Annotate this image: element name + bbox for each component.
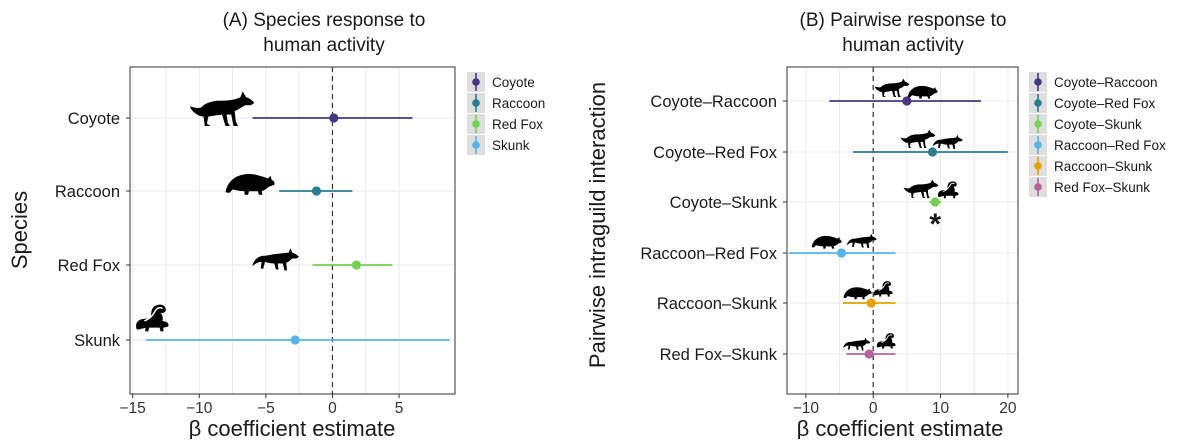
legend-key-point-coyote-red-fox [1034,99,1042,107]
y-tick-label-coyote: Coyote [68,110,120,128]
point-estimate-raccoon-red-fox [836,248,847,258]
y-tick-label-coyote-red-fox: Coyote–Red Fox [653,144,778,162]
legend-label-coyote: Coyote [492,75,535,90]
point-estimate-coyote-raccoon [902,96,912,106]
panel-b-title-line-1: (B) Pairwise response to [800,10,1007,31]
panel-b-y-axis-label: Pairwise intraguild interaction [585,82,610,368]
y-tick-label-raccoon-red-fox: Raccoon–Red Fox [640,245,777,263]
y-tick-label-coyote-skunk: Coyote–Skunk [670,194,778,212]
y-tick-label-raccoon-skunk: Raccoon–Skunk [657,295,778,313]
panel-b-x-tick-label-3: 20 [999,400,1017,417]
panel-b-title-line-2: human activity [842,35,964,56]
panel-a-x-tick-label-0: −15 [120,400,146,417]
legend-key-point-red-fox-skunk [1034,183,1042,191]
point-estimate-coyote [329,113,339,123]
legend-label-red-fox-skunk: Red Fox–Skunk [1054,180,1150,195]
y-tick-label-red-fox-skunk: Red Fox–Skunk [660,346,778,364]
panel-a-x-axis-label: β coefficient estimate [189,416,396,439]
legend-label-red-fox: Red Fox [492,117,543,132]
point-estimate-red-fox [351,260,362,270]
legend-label-coyote-skunk: Coyote–Skunk [1054,117,1142,132]
panel-b-frame [786,66,1019,395]
legend-label-raccoon-skunk: Raccoon–Skunk [1054,159,1153,174]
legend-key-point-raccoon [472,99,480,107]
legend-key-point-raccoon-skunk [1034,162,1042,170]
legend-label-skunk: Skunk [492,138,530,153]
panel-a-title-line-1: (A) Species response to [223,10,426,31]
legend-key-point-coyote-raccoon [1034,78,1042,86]
y-tick-label-skunk: Skunk [74,332,121,350]
panel-b-x-tick-label-2: 10 [932,400,950,417]
panel-a-y-axis-label: Species [7,191,32,269]
legend-label-raccoon: Raccoon [492,96,545,111]
legend-key-point-coyote-skunk [1034,120,1042,128]
panel-a-title-line-2: human activity [263,35,385,56]
panel-b-x-tick-label-1: 0 [869,400,878,417]
panel-a: (A) Species response to human activity C… [7,10,561,441]
panel-a-x-tick-label-4: 5 [395,400,404,417]
legend-key-point-red-fox [472,120,480,128]
legend-label-coyote-red-fox: Coyote–Red Fox [1054,96,1156,111]
point-estimate-raccoon [311,186,322,196]
legend-key-point-raccoon-red-fox [1034,141,1042,149]
panel-a-x-tick-label-1: −10 [186,400,213,417]
panel-b-plot-area [787,67,1018,394]
y-tick-label-red-fox: Red Fox [58,257,121,275]
point-estimate-coyote-red-fox [927,147,938,157]
point-estimate-red-fox-skunk [864,349,874,359]
legend-label-raccoon-red-fox: Raccoon–Red Fox [1054,138,1166,153]
panel-a-x-tick-label-2: −5 [257,400,275,417]
panel-a-x-tick-label-3: 0 [328,400,337,417]
panel-b-legend [1027,69,1193,200]
significance-marker-coyote-skunk: * [929,208,941,241]
panel-b-x-axis-label: β coefficient estimate [797,416,1004,439]
panel-a-plot-area [130,67,455,394]
legend-key-point-coyote [472,78,480,86]
y-tick-label-coyote-raccoon: Coyote–Raccoon [650,93,777,111]
point-estimate-coyote-skunk [930,197,940,207]
panel-b-x-tick-label-0: −10 [793,400,820,417]
point-estimate-skunk [290,335,300,345]
legend-key-point-skunk [472,141,480,149]
panel-b: (B) Pairwise response to human activity … [585,10,1193,441]
point-estimate-raccoon-skunk [866,298,876,308]
y-tick-label-raccoon: Raccoon [55,183,120,201]
panel-a-frame [129,66,456,395]
legend-label-coyote-raccoon: Coyote–Raccoon [1054,75,1158,90]
